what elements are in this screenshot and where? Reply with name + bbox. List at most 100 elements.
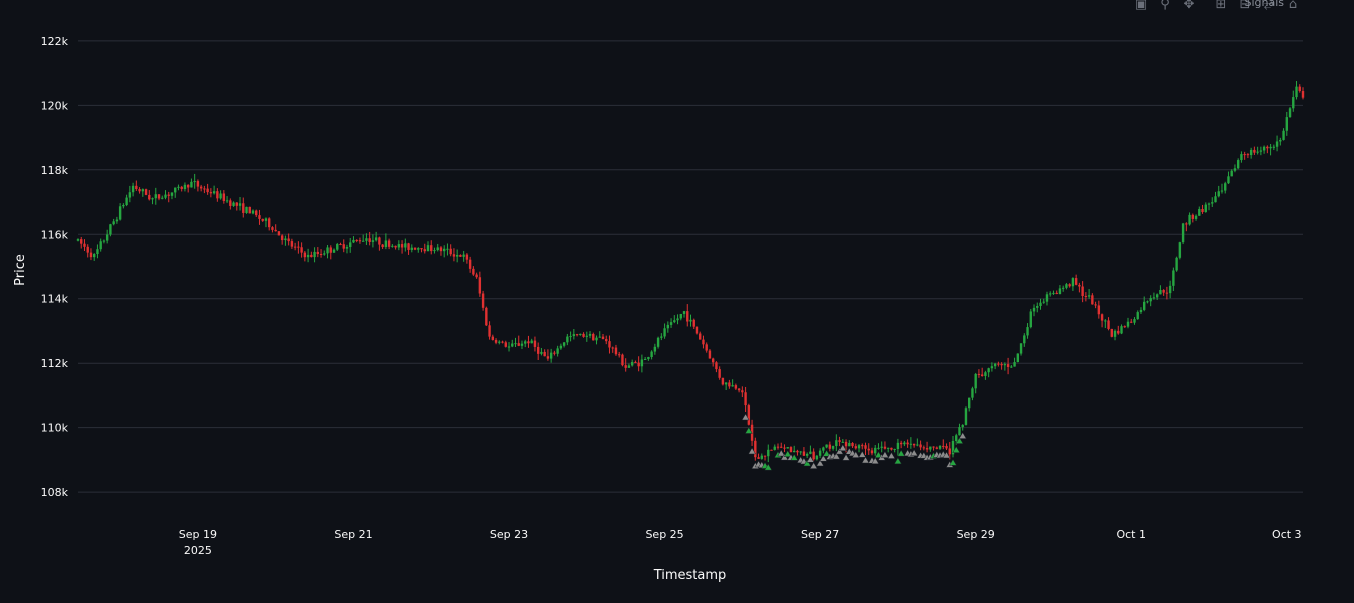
candle-body xyxy=(964,408,968,425)
candle-body xyxy=(1152,297,1156,299)
candle-body xyxy=(251,210,255,214)
candle-body xyxy=(692,319,695,327)
candle-body xyxy=(559,345,563,349)
candle-body xyxy=(585,335,588,337)
signal-marker xyxy=(744,426,753,434)
candle-body xyxy=(378,237,381,245)
candle-body xyxy=(1081,286,1084,297)
candle-body xyxy=(1227,176,1230,184)
candle-body xyxy=(789,447,793,453)
candle-body xyxy=(349,242,352,247)
candle-body xyxy=(420,248,423,250)
candle-body xyxy=(553,352,556,354)
candle-body xyxy=(248,206,251,214)
signal-marker xyxy=(835,447,844,455)
candle-body xyxy=(355,239,358,241)
candle-body xyxy=(870,450,874,454)
candle-body xyxy=(575,334,579,336)
x-tick-label: Sep 27 xyxy=(801,528,839,541)
candle-body xyxy=(556,348,559,354)
candle-body xyxy=(1207,203,1211,205)
candle-body xyxy=(799,451,802,453)
candle-body xyxy=(828,444,832,449)
x-tick-label: Sep 23 xyxy=(490,528,528,541)
autoscale-icon[interactable]: ⥂ xyxy=(1263,0,1275,12)
candle-body xyxy=(1301,91,1305,98)
candle-body xyxy=(844,441,848,447)
candle-body xyxy=(809,451,812,454)
candle-body xyxy=(177,186,180,188)
y-tick-label: 108k xyxy=(41,486,69,499)
candle-body xyxy=(154,194,157,199)
candle-body xyxy=(501,341,504,343)
candle-body xyxy=(209,192,213,194)
signal-marker xyxy=(790,453,799,461)
candle-body xyxy=(449,248,452,255)
camera-icon[interactable]: ▣ xyxy=(1134,0,1148,12)
legend-label-signals: Signals xyxy=(1244,0,1284,9)
x-tick-label: Sep 19 xyxy=(179,528,217,541)
candle-body xyxy=(702,339,705,345)
candle-body xyxy=(1198,209,1201,216)
candle-body xyxy=(715,362,718,370)
zoom-icon[interactable]: ⚲ xyxy=(1160,0,1170,12)
candle-body xyxy=(1217,191,1220,197)
candle-body xyxy=(222,193,226,201)
candle-body xyxy=(319,254,323,256)
candle-body xyxy=(974,373,977,389)
signal-marker xyxy=(803,459,812,467)
reset-axes-icon[interactable]: ⌂ xyxy=(1288,0,1298,12)
candle-body xyxy=(183,184,187,190)
candle-body xyxy=(630,362,634,366)
candle-body xyxy=(1058,288,1062,295)
candle-body xyxy=(569,336,572,338)
candle-body xyxy=(1279,139,1282,142)
candle-body xyxy=(1071,278,1075,287)
candle-body xyxy=(193,181,196,183)
candle-body xyxy=(300,247,303,253)
candle-body xyxy=(80,239,83,244)
candle-body xyxy=(374,237,378,241)
candle-body xyxy=(601,336,605,340)
candle-body xyxy=(303,252,307,258)
candle-body xyxy=(1010,366,1013,368)
zoom-in-icon[interactable]: ⊞ xyxy=(1215,0,1227,12)
candle-body xyxy=(118,206,122,220)
candle-body xyxy=(245,206,248,213)
legend-item-signals[interactable]: Signals xyxy=(1244,0,1284,9)
candle-body xyxy=(1246,154,1250,156)
signal-marker xyxy=(838,444,847,451)
candle-body xyxy=(352,239,355,243)
candle-body xyxy=(1133,319,1136,323)
candle-body xyxy=(1136,312,1139,320)
candle-body xyxy=(1220,190,1224,192)
candle-body xyxy=(514,343,517,345)
candle-body xyxy=(1298,86,1301,92)
candle-body xyxy=(488,325,491,337)
x-tick-label: Sep 21 xyxy=(334,528,372,541)
candle-body xyxy=(287,238,290,242)
candle-body xyxy=(1262,146,1266,151)
candle-body xyxy=(737,388,741,391)
candle-body xyxy=(206,188,209,193)
candle-body xyxy=(1094,304,1097,306)
signal-marker xyxy=(809,462,818,469)
candle-body xyxy=(290,241,294,247)
candle-body xyxy=(109,224,112,235)
candle-body xyxy=(1185,223,1188,225)
candle-body xyxy=(1074,278,1078,285)
pan-icon[interactable]: ✥ xyxy=(1183,0,1195,12)
candle-body xyxy=(1110,328,1113,337)
candle-body xyxy=(342,244,345,249)
zoom-out-icon[interactable]: ⊟ xyxy=(1239,0,1251,12)
candle-body xyxy=(1084,296,1088,298)
y-tick-label: 122k xyxy=(41,35,69,48)
signal-marker xyxy=(816,459,825,467)
candle-body xyxy=(731,385,734,387)
candle-body xyxy=(1139,309,1143,313)
candle-body xyxy=(925,448,929,450)
candle-body xyxy=(511,343,514,347)
candle-body xyxy=(468,259,472,269)
